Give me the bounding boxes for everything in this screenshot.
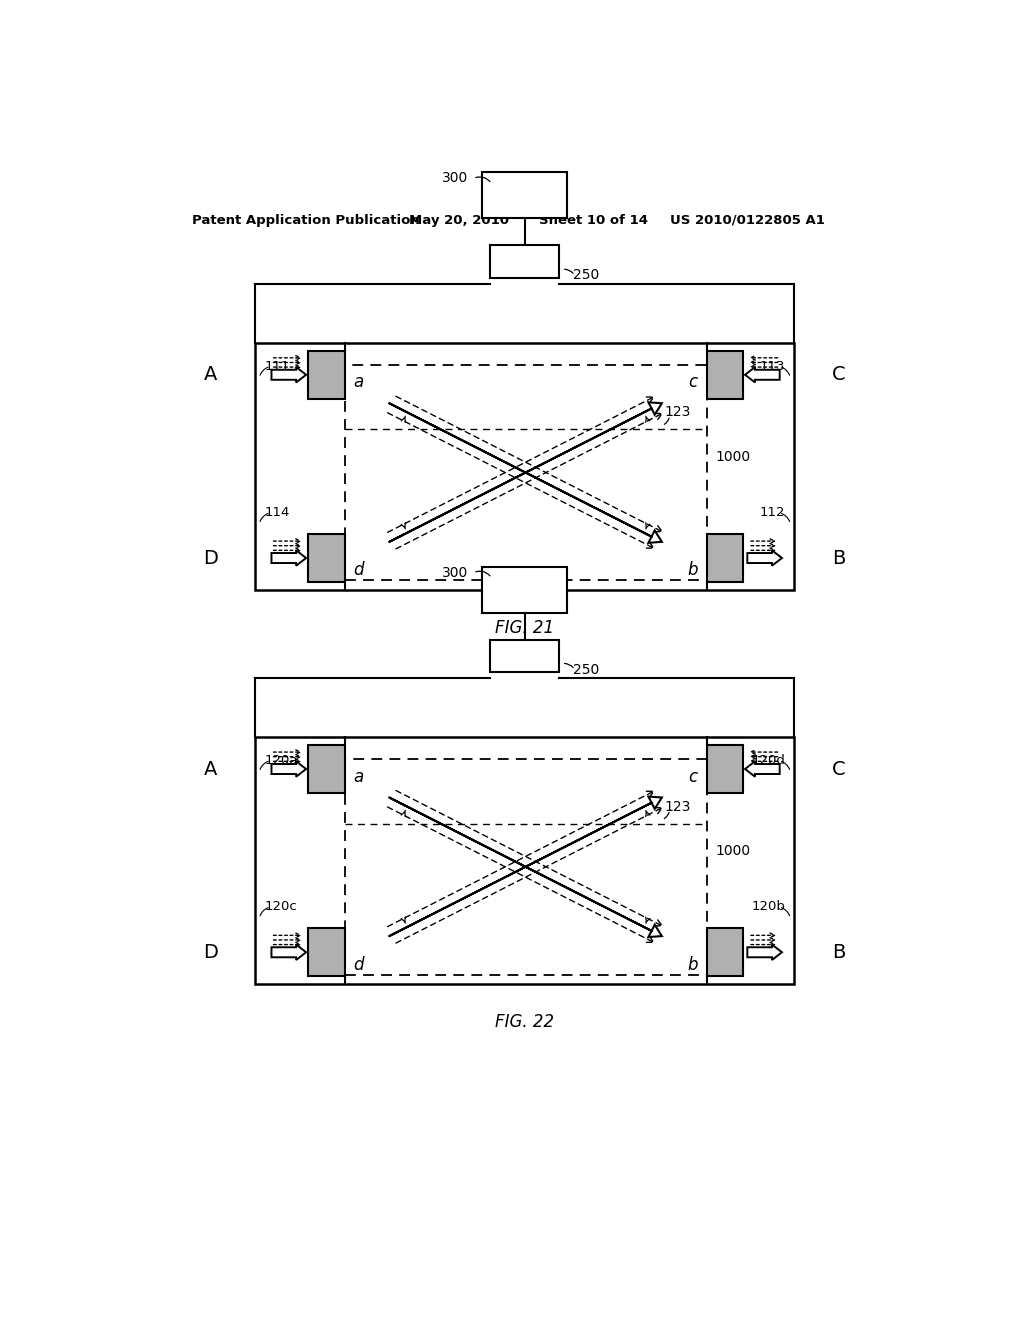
Text: FIG. 22: FIG. 22	[496, 1014, 554, 1031]
Bar	[482, 172, 567, 218]
Text: C: C	[833, 366, 846, 384]
Bar	[255, 343, 795, 590]
Text: Sheet 10 of 14: Sheet 10 of 14	[539, 214, 647, 227]
Text: 300: 300	[442, 566, 469, 579]
Text: A: A	[204, 366, 217, 384]
Polygon shape	[271, 945, 306, 960]
FancyArrow shape	[389, 797, 662, 937]
Bar	[490, 640, 559, 672]
Text: 111: 111	[264, 360, 290, 372]
Polygon shape	[745, 367, 779, 383]
Text: 114: 114	[264, 506, 290, 519]
Text: 120a: 120a	[264, 754, 298, 767]
Polygon shape	[271, 762, 306, 776]
Text: D: D	[203, 942, 218, 962]
Text: FIG. 21: FIG. 21	[496, 619, 554, 636]
Bar	[707, 744, 743, 793]
Text: US 2010/0122805 A1: US 2010/0122805 A1	[670, 214, 824, 227]
Text: May 20, 2010: May 20, 2010	[410, 214, 509, 227]
Text: 250: 250	[573, 268, 600, 282]
Text: c: c	[688, 768, 697, 785]
Text: 123: 123	[665, 800, 690, 813]
FancyArrow shape	[389, 403, 662, 543]
FancyArrow shape	[389, 796, 662, 936]
FancyArrow shape	[389, 403, 662, 543]
Bar	[307, 928, 345, 977]
Text: 1000: 1000	[716, 845, 751, 858]
Text: 120c: 120c	[264, 900, 297, 913]
Text: 120b: 120b	[752, 900, 785, 913]
Text: D: D	[203, 549, 218, 568]
Text: d: d	[353, 956, 364, 974]
Bar	[490, 246, 559, 277]
Bar	[707, 351, 743, 399]
Text: 123: 123	[665, 405, 690, 420]
Text: 120d: 120d	[752, 754, 785, 767]
Text: b: b	[687, 956, 698, 974]
Polygon shape	[745, 762, 779, 776]
Text: B: B	[833, 549, 846, 568]
Bar	[345, 364, 707, 581]
Text: 250: 250	[573, 663, 600, 677]
Polygon shape	[748, 550, 782, 566]
Bar	[707, 928, 743, 977]
Text: 1000: 1000	[716, 450, 751, 465]
Bar	[255, 738, 795, 983]
Text: C: C	[833, 759, 846, 779]
Polygon shape	[271, 367, 306, 383]
Bar	[345, 759, 707, 974]
Text: 113: 113	[760, 360, 785, 372]
Text: b: b	[687, 561, 698, 579]
Text: Patent Application Publication: Patent Application Publication	[193, 214, 420, 227]
Text: 112: 112	[760, 506, 785, 519]
Bar	[482, 566, 567, 612]
Text: a: a	[353, 374, 364, 392]
Text: c: c	[688, 374, 697, 392]
Bar	[307, 351, 345, 399]
Polygon shape	[271, 550, 306, 566]
Bar	[307, 744, 345, 793]
Text: 300: 300	[442, 172, 469, 185]
Text: A: A	[204, 759, 217, 779]
Polygon shape	[748, 945, 782, 960]
Bar	[707, 535, 743, 582]
Text: d: d	[353, 561, 364, 579]
Bar	[307, 535, 345, 582]
Text: B: B	[833, 942, 846, 962]
Text: a: a	[353, 768, 364, 785]
